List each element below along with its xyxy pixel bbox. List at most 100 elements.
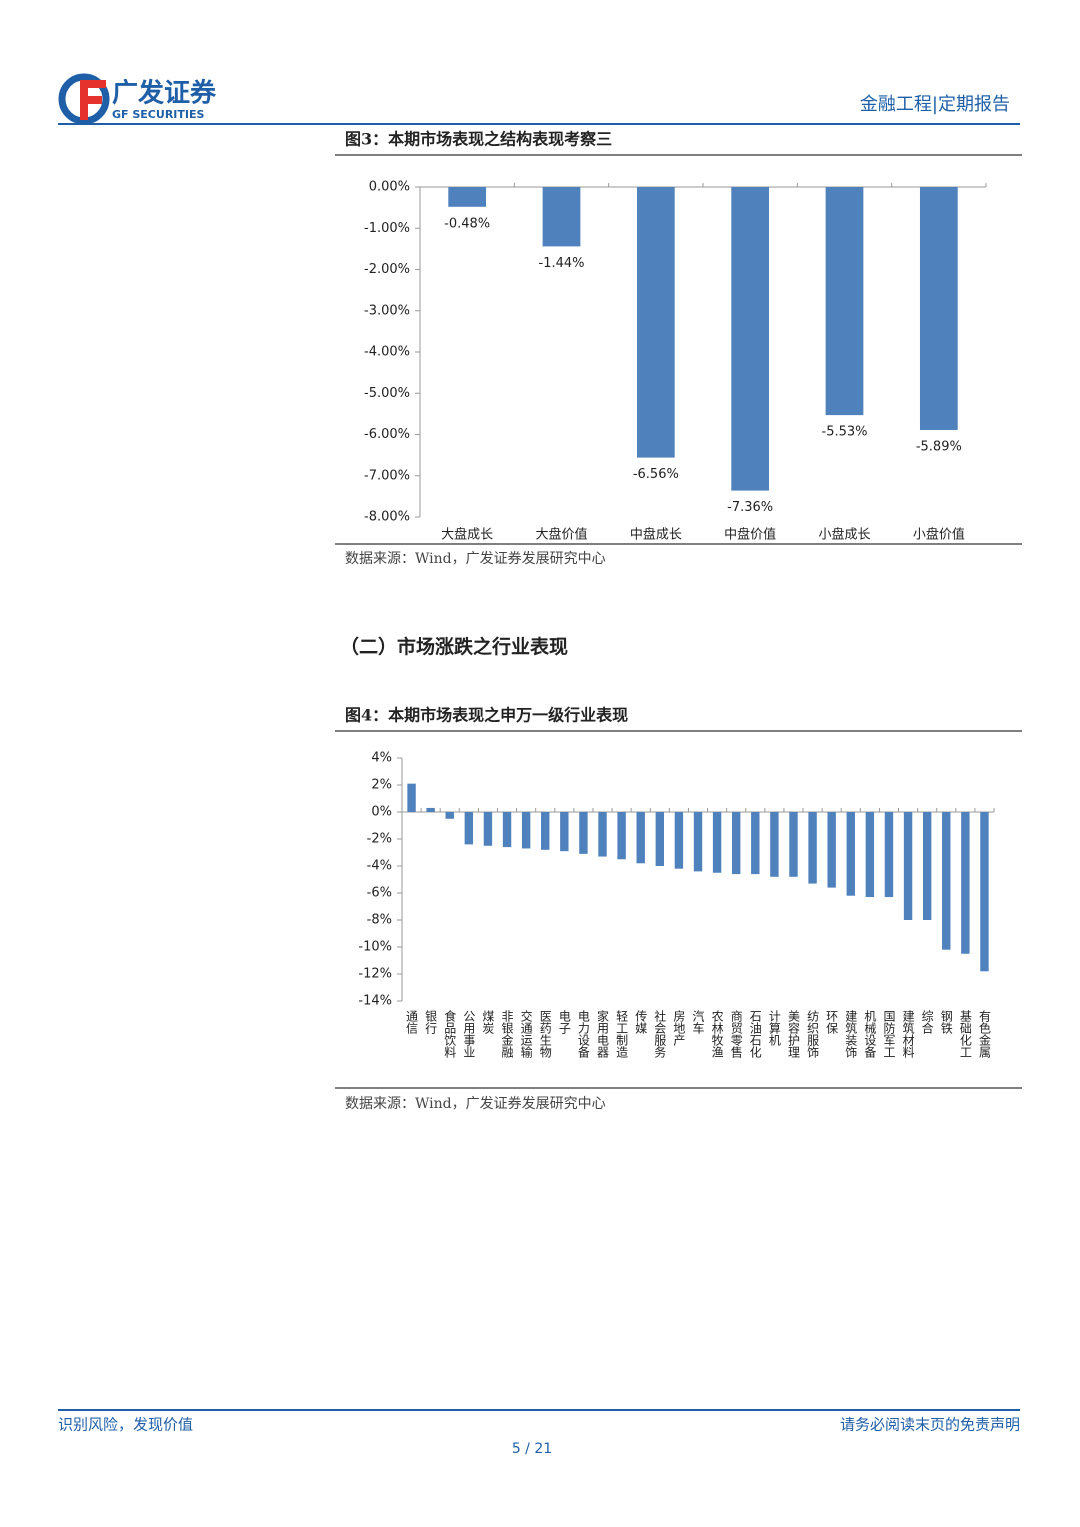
x-tick-label: 银行 — [424, 1010, 438, 1034]
bar — [636, 187, 675, 458]
x-tick-label: 纺织服饰 — [806, 1010, 820, 1058]
x-tick-label: 基础化工 — [958, 1010, 972, 1058]
report-type: 金融工程|定期报告 — [860, 94, 1010, 115]
x-tick-label: 计算机 — [767, 1010, 781, 1046]
data-label: -5.53% — [822, 425, 868, 440]
bar — [922, 812, 932, 920]
x-tick-label: 房地产 — [672, 1009, 686, 1047]
x-tick-label: 中盘价值 — [724, 527, 776, 543]
bar — [542, 187, 581, 247]
bar — [541, 812, 550, 850]
section-title: （二）市场涨跌之行业表现 — [340, 635, 568, 658]
x-tick-label: 美容护理 — [786, 1010, 800, 1058]
bar — [448, 187, 487, 207]
y-tick-label: 2% — [371, 778, 392, 793]
x-tick-label: 医药生物 — [538, 1010, 552, 1058]
data-label: -6.56% — [633, 467, 679, 482]
bar — [464, 812, 474, 845]
figure-source: 数据来源：Wind，广发证券发展研究中心 — [345, 551, 606, 567]
bar — [407, 783, 416, 812]
bar — [617, 812, 626, 860]
bar — [919, 187, 958, 430]
x-tick-label: 建筑装饰 — [844, 1010, 858, 1058]
x-tick-label: 传媒 — [634, 1009, 648, 1034]
bar — [502, 812, 512, 848]
y-tick-label: -2.00% — [364, 262, 410, 277]
y-tick-label: -14% — [358, 994, 392, 1009]
y-tick-label: -8% — [367, 913, 392, 928]
x-tick-label: 有色金属 — [977, 1010, 991, 1059]
y-tick-label: 4% — [371, 751, 392, 766]
bar — [789, 812, 798, 877]
bar — [825, 187, 864, 416]
x-tick-label: 社会服务 — [653, 1009, 667, 1058]
y-tick-label: -5.00% — [364, 386, 410, 401]
logo — [58, 73, 110, 125]
footer-left: 识别风险，发现价值 — [58, 1416, 193, 1434]
bar — [560, 812, 569, 852]
x-tick-label: 小盘成长 — [818, 527, 870, 543]
bar — [445, 812, 454, 819]
bar — [674, 812, 684, 869]
x-tick-label: 大盘价值 — [535, 527, 587, 543]
data-label: -5.89% — [916, 439, 962, 454]
bar — [961, 812, 970, 954]
company-name-en: GF SECURITIES — [112, 108, 204, 121]
bar — [827, 812, 836, 888]
y-tick-label: -2% — [367, 832, 392, 847]
x-tick-label: 轻工制造 — [615, 1010, 629, 1058]
bar — [980, 812, 989, 972]
x-tick-label: 建筑材料 — [901, 1010, 915, 1058]
x-tick-label: 环保 — [825, 1010, 839, 1034]
x-tick-label: 商贸零售 — [729, 1009, 743, 1058]
y-tick-label: -6% — [367, 886, 392, 901]
bar — [808, 812, 817, 884]
bar — [903, 812, 913, 920]
bar — [731, 812, 741, 875]
bar — [483, 812, 493, 846]
y-tick-label: -8.00% — [364, 510, 410, 525]
bar — [770, 812, 779, 877]
y-tick-label: -6.00% — [364, 427, 410, 442]
figure-title: 图4：本期市场表现之申万一级行业表现 — [345, 706, 628, 725]
x-tick-label: 食品饮料 — [443, 1009, 457, 1058]
x-tick-label: 石油石化 — [748, 1010, 762, 1059]
x-tick-label: 煤炭 — [481, 1010, 495, 1035]
figure-source: 数据来源：Wind，广发证券发展研究中心 — [345, 1096, 606, 1112]
x-tick-label: 家用电器 — [596, 1009, 610, 1059]
footer-right: 请务必阅读末页的免责声明 — [840, 1416, 1020, 1434]
bar — [655, 812, 665, 866]
bar — [731, 187, 770, 491]
x-tick-label: 交通运输 — [519, 1009, 533, 1059]
x-tick-label: 中盘成长 — [630, 527, 682, 543]
y-tick-label: 0.00% — [369, 180, 410, 195]
x-tick-label: 小盘价值 — [913, 527, 965, 543]
bar — [579, 812, 588, 854]
y-tick-label: -7.00% — [364, 468, 410, 483]
bar — [636, 812, 645, 864]
x-tick-label: 汽车 — [691, 1009, 705, 1035]
x-tick-label: 机械设备 — [863, 1010, 877, 1059]
bar — [426, 807, 435, 812]
bar — [865, 812, 875, 898]
data-label: -7.36% — [727, 500, 773, 515]
bar — [712, 812, 722, 873]
x-tick-label: 农林牧渔 — [710, 1010, 724, 1058]
y-tick-label: 0% — [371, 805, 392, 820]
bar — [846, 812, 855, 896]
x-tick-label: 大盘成长 — [441, 527, 493, 543]
page-number: 5 / 21 — [512, 1441, 552, 1457]
bar — [693, 812, 703, 872]
y-tick-label: -10% — [358, 940, 392, 955]
x-tick-label: 电力设备 — [576, 1010, 590, 1059]
x-tick-label: 公用事业 — [462, 1010, 476, 1058]
bar — [884, 812, 894, 898]
data-label: -0.48% — [444, 216, 490, 231]
x-tick-label: 通信 — [405, 1010, 419, 1035]
y-tick-label: -4% — [367, 859, 392, 874]
y-tick-label: -4.00% — [364, 345, 410, 360]
data-label: -1.44% — [539, 256, 585, 271]
company-name: 广发证券 — [112, 78, 217, 109]
